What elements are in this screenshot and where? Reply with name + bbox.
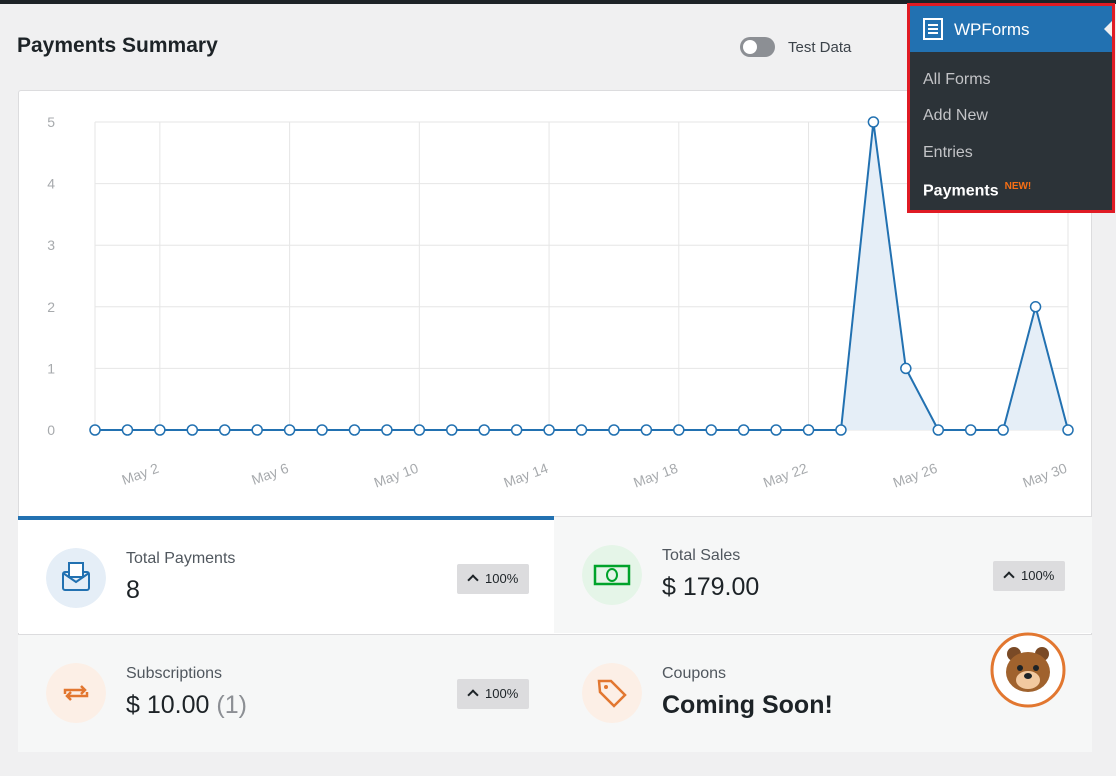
toggle-label[interactable]: Test Data: [788, 39, 852, 56]
menu-item[interactable]: Add New: [923, 107, 988, 124]
point: [413, 424, 426, 436]
mascot-button[interactable]: [990, 632, 1068, 710]
point: [186, 424, 199, 436]
point: [640, 424, 653, 436]
menu-arrow: [1104, 21, 1112, 37]
point: [89, 424, 101, 436]
stat-card[interactable]: Total Payments 8 100%: [18, 516, 554, 633]
menu-item[interactable]: Payments NEW!: [923, 181, 1031, 200]
x-tick-label: May 14: [501, 460, 550, 491]
stat-card[interactable]: Subscriptions $ 10.00 (1) 100%: [18, 634, 554, 752]
point: [575, 424, 588, 436]
point: [867, 116, 880, 128]
point: [348, 424, 361, 436]
point: [510, 424, 523, 436]
x-tick-label: May 6: [249, 460, 290, 488]
menu-item-text: Payments: [923, 182, 999, 200]
point: [283, 424, 296, 436]
point: [997, 424, 1009, 436]
point: [900, 362, 912, 375]
point: [608, 424, 620, 436]
y-tick-label: 1: [47, 360, 55, 376]
y-tick-label: 2: [47, 299, 55, 315]
stat-label: Total Payments: [126, 550, 236, 567]
x-tick-label: May 30: [1020, 460, 1069, 491]
stat-card[interactable]: Total Sales $ 179.00 100%: [554, 516, 1092, 633]
y-tick-label: 5: [47, 114, 55, 130]
point: [737, 424, 750, 436]
stat-label: Total Sales: [662, 547, 741, 564]
payments-icon: [46, 548, 106, 608]
point: [802, 424, 815, 436]
value-count: (1): [216, 691, 247, 719]
x-tick-label: May 10: [372, 460, 421, 491]
y-tick-label: 4: [47, 176, 55, 192]
point: [835, 424, 847, 436]
point: [121, 424, 134, 436]
stat-value: Coming Soon!: [662, 691, 833, 719]
wpforms-menu: WPForms All Forms Add New Entries Paymen…: [907, 3, 1115, 213]
point: [1062, 424, 1074, 436]
point: [316, 424, 328, 436]
change-badge: 100%: [993, 561, 1065, 591]
point: [478, 424, 490, 436]
point: [770, 424, 782, 436]
x-tick-label: May 18: [631, 460, 680, 491]
sales-icon: [582, 545, 642, 605]
y-tick-label: 3: [47, 237, 55, 253]
page-title: Payments Summary: [17, 34, 218, 57]
stat-value: $ 179.00: [662, 573, 760, 601]
change-badge: 100%: [457, 679, 529, 709]
new-badge: NEW!: [1004, 181, 1032, 192]
menu-icon: [923, 18, 943, 40]
x-tick-label: May 22: [761, 460, 810, 491]
x-tick-label: May 2: [120, 460, 161, 488]
point: [446, 424, 458, 436]
point: [932, 424, 945, 436]
point: [543, 424, 555, 436]
menu-item[interactable]: Entries: [923, 144, 973, 161]
point: [381, 424, 393, 436]
point: [251, 424, 263, 436]
test-data-toggle[interactable]: [740, 37, 775, 57]
menu-item[interactable]: All Forms: [923, 71, 991, 88]
point: [218, 424, 231, 436]
x-tick-label: May 26: [891, 460, 940, 491]
menu-title: WPForms: [954, 20, 1030, 39]
stat-value: $ 10.00 (1): [126, 691, 247, 720]
coupons-icon: [582, 663, 642, 723]
point: [964, 424, 977, 436]
point: [154, 424, 166, 436]
stat-value: 8: [126, 576, 140, 604]
area-fill: [95, 122, 1068, 430]
y-tick-label: 0: [47, 422, 55, 438]
stat-label: Subscriptions: [126, 665, 223, 682]
point: [1029, 301, 1042, 313]
subscriptions-icon: [46, 663, 106, 723]
menu-header[interactable]: WPForms: [910, 6, 1112, 52]
point: [673, 424, 685, 436]
stat-label: Coupons: [662, 665, 727, 682]
admin-bar: [0, 0, 1116, 4]
point: [705, 424, 717, 436]
value-text: $ 10.00: [126, 691, 210, 719]
change-badge: 100%: [457, 564, 529, 594]
